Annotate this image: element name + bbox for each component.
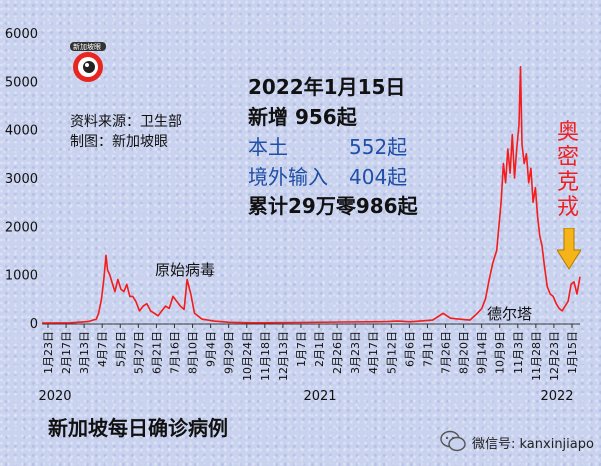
x-tick-label: 7月16日 <box>168 331 181 374</box>
x-tick-label: 9月29日 <box>223 331 236 374</box>
wechat-icon <box>440 430 466 452</box>
stats-local-label: 本土 <box>248 135 288 159</box>
y-tick-label: 4000 <box>5 124 38 139</box>
stats-date: 2022年1月15日 <box>248 75 406 99</box>
x-tick-label: 9月4日 <box>205 331 218 367</box>
y-tick-label: 3000 <box>5 172 38 187</box>
x-tick-label: 6月6日 <box>403 331 416 367</box>
y-tick-label: 5000 <box>5 75 38 90</box>
x-tick-label: 4月17日 <box>367 331 380 374</box>
stats-cumulative: 累计29万零986起 <box>248 194 418 218</box>
y-tick-label: 2000 <box>5 220 38 235</box>
logo-icon <box>70 42 106 82</box>
stats-imported-value: 404起 <box>349 165 408 189</box>
y-tick-label: 6000 <box>5 27 38 42</box>
x-tick-label: 2月1日 <box>313 331 326 367</box>
credit-line: 制图：新加坡眼 <box>70 134 168 150</box>
wechat-id: 微信号: kanxinjiapo <box>472 437 594 452</box>
x-tick-label: 8月20日 <box>458 331 471 374</box>
x-tick-label: 7月26日 <box>440 331 453 374</box>
year-label: 2021 <box>303 389 336 404</box>
y-tick-label: 1000 <box>5 269 38 284</box>
x-tick-label: 5月2日 <box>114 331 127 367</box>
annotation-delta: 德尔塔 <box>487 305 533 323</box>
x-tick-label: 11月3日 <box>512 331 525 374</box>
x-tick-label: 5月12日 <box>385 331 398 374</box>
footer-title: 新加坡每日确诊病例 <box>48 416 228 440</box>
y-tick-label: 0 <box>30 317 38 332</box>
series-lines <box>41 66 581 324</box>
x-tick-label: 3月23日 <box>349 331 362 374</box>
year-label: 2022 <box>540 389 573 404</box>
x-tick-label: 9月14日 <box>476 331 489 374</box>
x-tick-label: 12月13日 <box>277 331 290 381</box>
y-axis: 0 1000 2000 3000 4000 5000 6000 <box>5 27 38 332</box>
x-tick-label: 2月26日 <box>331 331 344 374</box>
x-tick-label: 11月18日 <box>259 331 272 381</box>
x-tick-label: 10月9日 <box>494 331 507 374</box>
stats-local-value: 552起 <box>349 135 408 159</box>
x-tick-label: 4月7日 <box>96 331 109 367</box>
x-axis: 1月23日 2月17日 3月13日 4月7日 5月2日 5月27日 6月21日 7月16日 8月… <box>38 323 580 404</box>
logo-text: 新加坡眼 <box>73 43 101 51</box>
x-tick-label: 10月24日 <box>241 331 254 381</box>
cases-line <box>41 66 581 324</box>
x-tick-label: 2月17日 <box>60 331 73 374</box>
x-tick-label: 6月21日 <box>150 331 163 374</box>
year-label: 2020 <box>38 389 71 404</box>
x-tick-label: 7月1日 <box>421 331 434 367</box>
x-tick-label: 12月23日 <box>548 331 561 381</box>
x-tick-label: 3月13日 <box>78 331 91 374</box>
x-tick-label: 1月7日 <box>295 331 308 367</box>
x-tick-label: 1月23日 <box>42 331 55 374</box>
x-tick-label: 1月15日 <box>566 331 579 374</box>
x-tick-label: 5月27日 <box>132 331 145 374</box>
stats-new-cases: 新增 956起 <box>248 105 357 129</box>
x-tick-label: 11月28日 <box>530 331 543 381</box>
source-line: 资料来源：卫生部 <box>70 114 182 130</box>
down-arrow-icon <box>557 228 581 270</box>
stats-imported-label: 境外输入 <box>248 165 328 189</box>
annotation-original: 原始病毒 <box>155 261 216 279</box>
x-tick-label: 8月10日 <box>187 331 200 374</box>
annotation-omicron: 奥密克戎 <box>556 120 579 220</box>
